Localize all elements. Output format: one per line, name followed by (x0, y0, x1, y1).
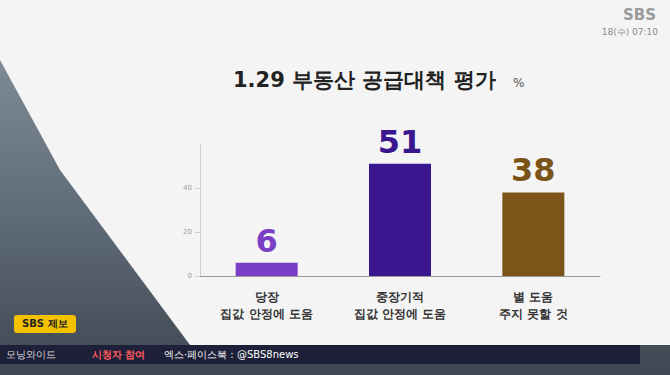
svg-text:20: 20 (183, 228, 192, 236)
html-text:엑스·페이스북 : @SBS8news: 엑스·페이스북 : @SBS8news (164, 349, 299, 360)
html-text:18(수) 07:10: 18(수) 07:10 (601, 27, 658, 37)
html-text:시청자 참여: 시청자 참여 (92, 349, 146, 360)
svg-text:51: 51 (378, 123, 423, 161)
svg-text:당장: 당장 (255, 290, 279, 304)
svg-text:%: % (513, 76, 524, 90)
svg-text:주지 못할 것: 주지 못할 것 (499, 307, 567, 321)
svg-text:집값 안정에 도움: 집값 안정에 도움 (220, 307, 312, 321)
svg-text:집값 안정에 도움: 집값 안정에 도움 (354, 307, 446, 321)
svg-text:40: 40 (183, 184, 192, 192)
html-text:SBS 제보: SBS 제보 (22, 318, 68, 329)
svg-text:중장기적: 중장기적 (376, 290, 424, 304)
svg-text:38: 38 (511, 151, 556, 189)
html-text:SBS: SBS (623, 6, 656, 24)
html-text:모닝와이드: 모닝와이드 (6, 349, 56, 360)
svg-text:0: 0 (188, 272, 192, 280)
svg-text:별 도움: 별 도움 (513, 290, 553, 304)
svg-text:6: 6 (256, 222, 278, 260)
svg-text:1.29 부동산 공급대책 평가: 1.29 부동산 공급대책 평가 (233, 68, 496, 92)
